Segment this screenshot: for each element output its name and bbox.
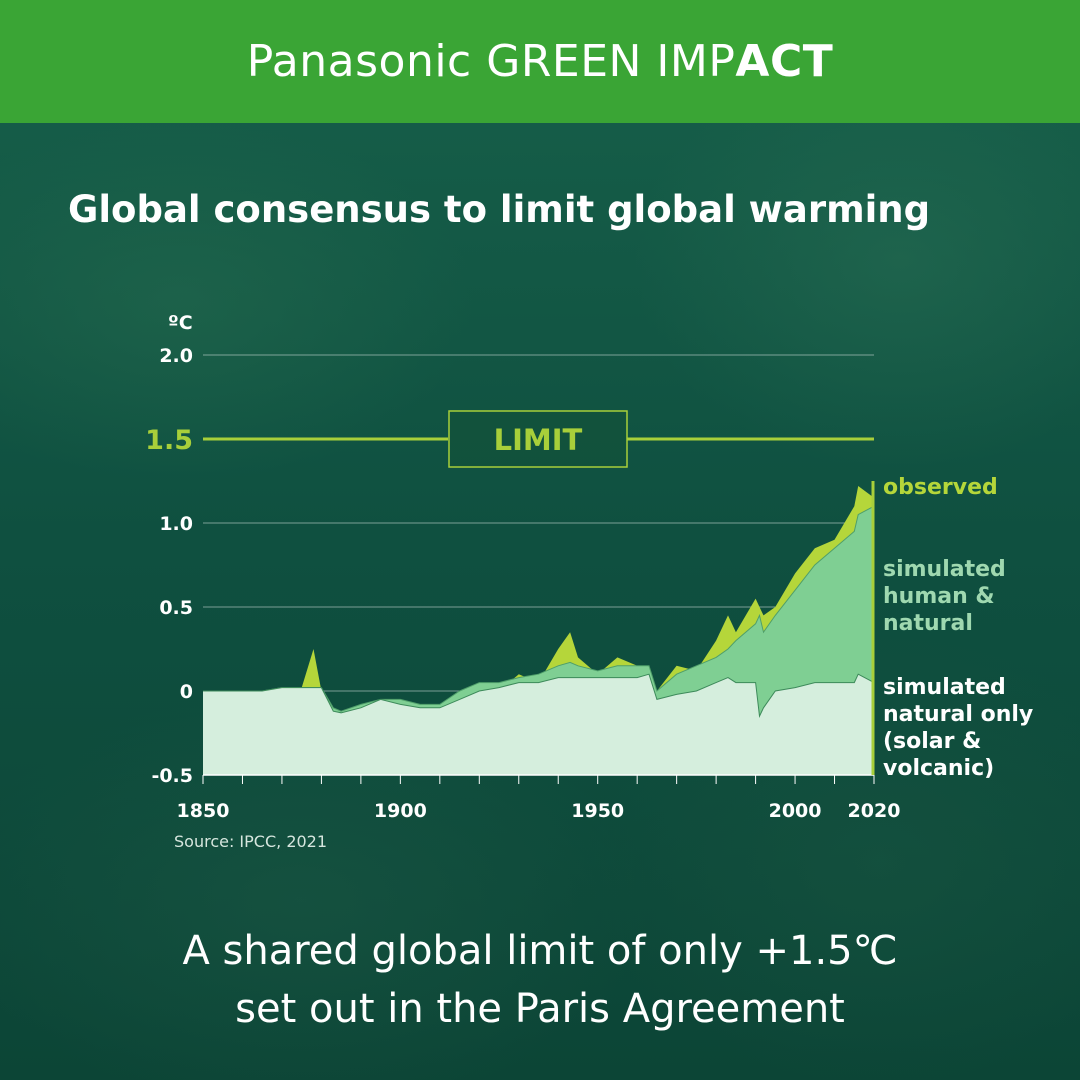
page-title: Global consensus to limit global warming (68, 188, 931, 231)
y-tick-label: -0.5 (151, 765, 193, 787)
brand-name-bold: ACT (735, 36, 834, 87)
limit-label: LIMIT (494, 423, 583, 457)
legend-natural-label: simulated (883, 675, 1006, 700)
legend-natural-label: (solar & (883, 729, 981, 754)
legend-human-label: simulated (883, 557, 1006, 582)
limit-tick-label: 1.5 (145, 425, 193, 456)
legend-human-label: natural (883, 611, 973, 636)
legend-human-label: human & (883, 584, 995, 609)
axes: 1850 1900 1950 2000 2020 2.0 1.0 0.5 0 -0.5 ºC (151, 312, 900, 822)
y-tick-label: 0.5 (159, 597, 193, 619)
caption-line-2: set out in the Paris Agreement (235, 986, 845, 1032)
limit-box (448, 410, 628, 468)
brand-name: Panasonic GREEN IMP (246, 36, 736, 87)
y-tick-label: 1.0 (159, 513, 193, 535)
caption: A shared global limit of only +1.5℃ set … (0, 922, 1080, 1038)
simulated-natural-area (203, 674, 874, 775)
simulated-natural-line (203, 673, 875, 718)
brand-header: Panasonic GREEN IMPACT (0, 0, 1080, 123)
source-note: Source: IPCC, 2021 (174, 832, 328, 851)
x-tick-label: 1950 (571, 800, 624, 822)
legend-natural-label: volcanic) (883, 756, 994, 781)
x-tick-label: 1850 (177, 800, 230, 822)
y-tick-label: 2.0 (159, 345, 193, 367)
x-tick-label: 2020 (848, 800, 901, 822)
limit-marker: LIMIT 1.5 (145, 410, 874, 468)
x-tick-label: 1900 (374, 800, 427, 822)
area-series (203, 486, 875, 775)
y-tick-label: 0 (180, 681, 193, 703)
x-tick-label: 2000 (769, 800, 822, 822)
brand-logo: Panasonic GREEN IMPACT (247, 36, 834, 87)
caption-line-1: A shared global limit of only +1.5℃ (182, 928, 898, 974)
warming-chart: 1850 1900 1950 2000 2020 2.0 1.0 0.5 0 -0.5 ºC LIM… (145, 312, 1033, 822)
legend-natural-label: natural only (883, 702, 1033, 727)
legend-observed-label: observed (883, 475, 998, 500)
y-axis-unit: ºC (168, 312, 193, 334)
